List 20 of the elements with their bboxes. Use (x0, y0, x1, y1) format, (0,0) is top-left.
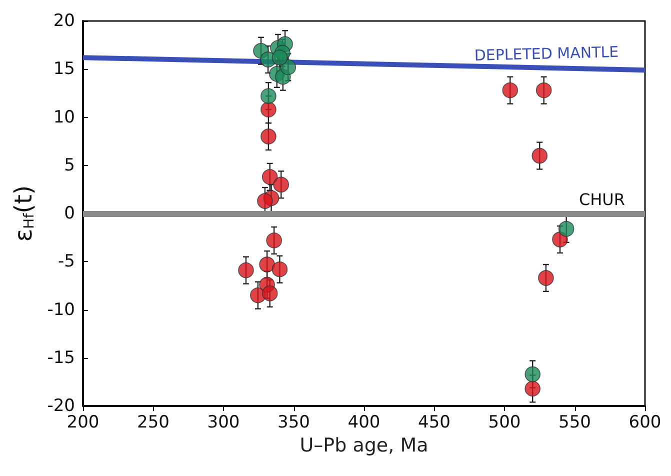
y-tick-label: -5 (58, 252, 75, 272)
y-tick-label: 5 (64, 155, 75, 176)
y-tick-label: -10 (47, 300, 75, 320)
annotation: DEPLETED MANTLE (474, 42, 619, 64)
y-tick-label: 0 (64, 204, 75, 224)
x-tick-label: 400 (348, 412, 380, 432)
y-axis-title: εHf(t) (9, 185, 38, 242)
x-axis-title: U–Pb age, Ma (300, 434, 428, 456)
x-tick-label: 600 (628, 412, 662, 432)
x-tick-label: 500 (488, 412, 521, 432)
y-tick-label: 10 (53, 107, 75, 128)
x-tick-label: 250 (137, 412, 170, 432)
x-tick-label: 350 (278, 412, 310, 432)
y-tick-label: 20 (53, 11, 75, 31)
x-tick-label: 550 (558, 412, 591, 432)
y-tick-label: 15 (53, 59, 75, 80)
x-tick-label: 450 (418, 412, 450, 432)
y-tick-label: -15 (47, 348, 75, 368)
x-tick-label: 300 (207, 412, 240, 432)
ref-line-label: CHUR (578, 190, 625, 209)
